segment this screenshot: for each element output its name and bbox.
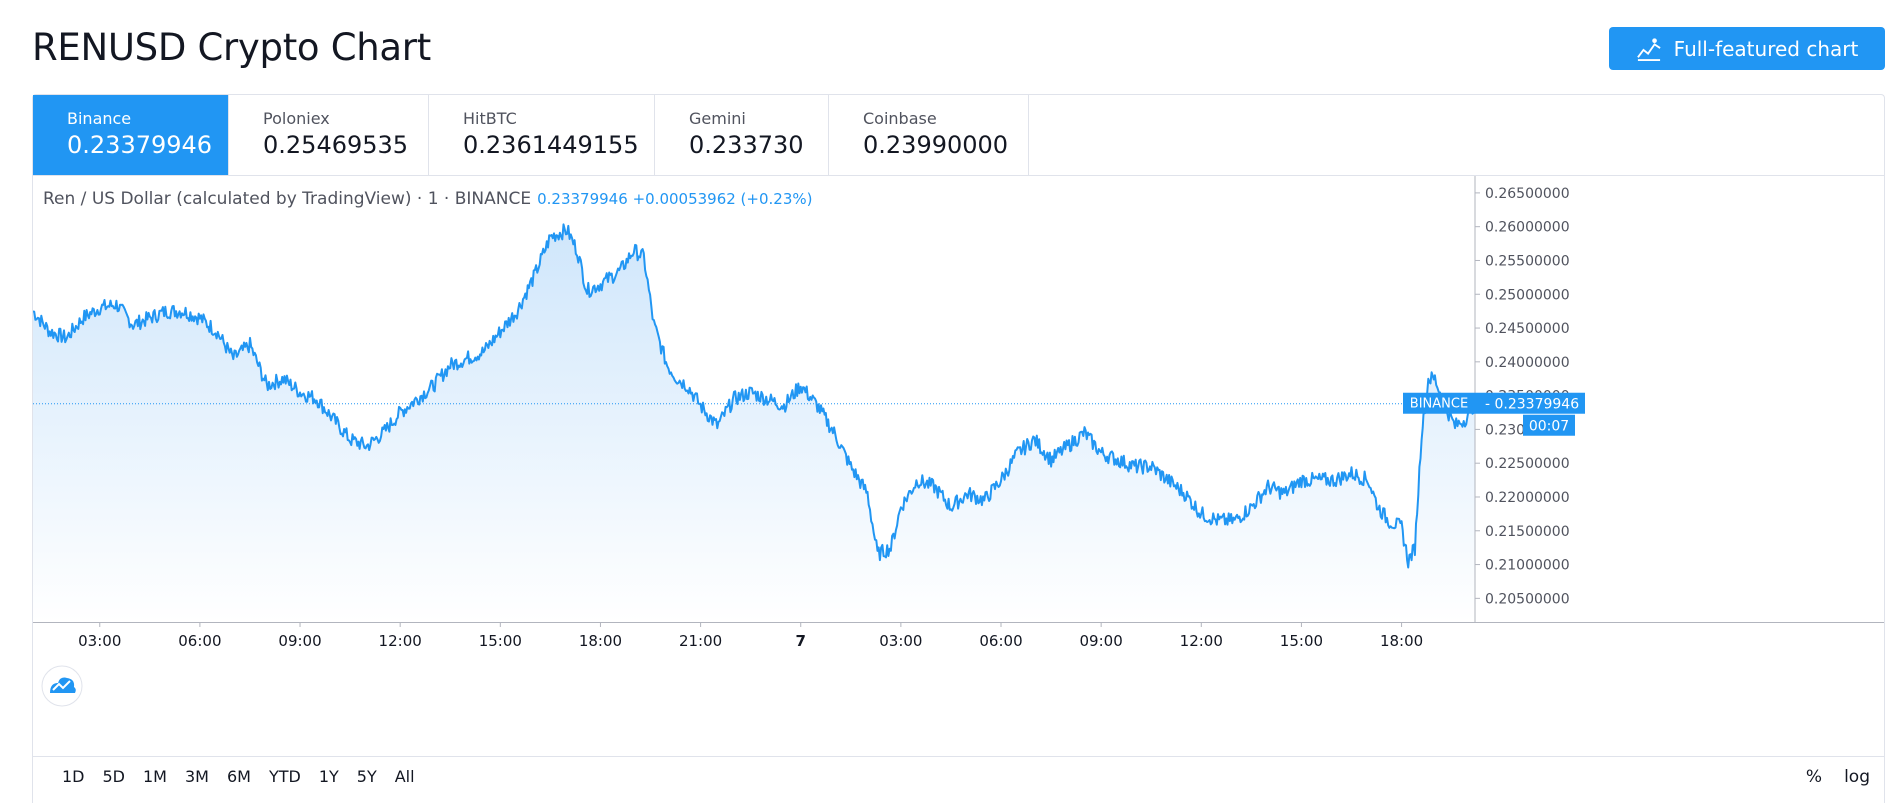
tab-exchange-price: 0.233730 xyxy=(689,131,804,159)
y-tick-label: 0.26000000 xyxy=(1485,220,1570,236)
tab-binance[interactable]: Binance 0.23379946 xyxy=(33,95,229,175)
y-tick-label: 0.24500000 xyxy=(1485,321,1570,337)
legend-last-value: 0.23379946 xyxy=(537,190,628,208)
y-tick-label: 0.20500000 xyxy=(1485,591,1570,607)
x-tick-label: 21:00 xyxy=(679,632,722,650)
tab-exchange-name: Poloniex xyxy=(263,109,330,128)
tab-exchange-price: 0.23990000 xyxy=(863,131,1009,159)
range-1m[interactable]: 1M xyxy=(143,767,167,786)
x-tick-label: 09:00 xyxy=(278,632,321,650)
full-featured-chart-label: Full-featured chart xyxy=(1673,36,1859,61)
x-tick-label: 09:00 xyxy=(1080,632,1123,650)
full-featured-chart-button[interactable]: Full-featured chart xyxy=(1609,27,1885,70)
range-1y[interactable]: 1Y xyxy=(318,767,339,786)
range-all[interactable]: All xyxy=(394,767,415,786)
x-tick-label: 7 xyxy=(796,632,806,650)
y-tick-label: 0.25500000 xyxy=(1485,253,1570,269)
tab-exchange-price: 0.23379946 xyxy=(67,131,213,159)
x-tick-label: 03:00 xyxy=(879,632,922,650)
log-scale-toggle[interactable]: log xyxy=(1844,767,1870,787)
price-area-fill xyxy=(33,224,1475,622)
range-selector: 1D 5D 1M 3M 6M YTD 1Y 5Y All xyxy=(53,767,424,786)
tab-exchange-price: 0.25469535 xyxy=(263,131,409,159)
y-tick-label: 0.21500000 xyxy=(1485,524,1570,540)
tab-exchange-price: 0.2361449155 xyxy=(463,131,639,159)
x-tick-label: 06:00 xyxy=(979,632,1022,650)
legend-symbol: Ren / US Dollar (calculated by TradingVi… xyxy=(43,189,532,209)
range-ytd[interactable]: YTD xyxy=(268,767,301,786)
range-3m[interactable]: 3M xyxy=(184,767,209,786)
tab-gemini[interactable]: Gemini 0.233730 xyxy=(655,95,829,175)
tradingview-logo-icon[interactable] xyxy=(41,665,83,707)
price-badge-value: - 0.23379946 xyxy=(1485,397,1579,413)
tab-poloniex[interactable]: Poloniex 0.25469535 xyxy=(229,95,429,175)
chart-widget: Binance 0.23379946 Poloniex 0.25469535 H… xyxy=(32,94,1885,803)
x-tick-label: 15:00 xyxy=(1280,632,1323,650)
tab-exchange-name: Binance xyxy=(67,109,132,128)
x-tick-label: 18:00 xyxy=(579,632,622,650)
legend-change: +0.00053962 (+0.23%) xyxy=(632,190,813,208)
y-tick-label: 0.22000000 xyxy=(1485,490,1570,506)
x-tick-label: 18:00 xyxy=(1380,632,1423,650)
y-tick-label: 0.21000000 xyxy=(1485,558,1570,574)
page-title: RENUSD Crypto Chart xyxy=(32,26,431,69)
chart-line-icon xyxy=(1636,37,1661,61)
x-tick-label: 12:00 xyxy=(379,632,422,650)
tab-hitbtc[interactable]: HitBTC 0.2361449155 xyxy=(429,95,655,175)
percent-scale-toggle[interactable]: % xyxy=(1805,767,1823,787)
range-1d[interactable]: 1D xyxy=(62,767,85,786)
exchange-tabs: Binance 0.23379946 Poloniex 0.25469535 H… xyxy=(33,95,1884,176)
range-6m[interactable]: 6M xyxy=(226,767,251,786)
tab-exchange-name: HitBTC xyxy=(463,109,517,128)
last-price-badge: BINANCE - 0.23379946 00:07 xyxy=(1403,392,1585,436)
price-badge-countdown: 00:07 xyxy=(1529,419,1569,435)
tab-exchange-name: Coinbase xyxy=(863,109,937,128)
y-tick-label: 0.25000000 xyxy=(1485,287,1570,303)
price-line-series xyxy=(33,223,1476,569)
x-tick-label: 03:00 xyxy=(78,632,121,650)
tab-exchange-name: Gemini xyxy=(689,109,746,128)
scale-options: % log xyxy=(1806,767,1870,787)
y-tick-label: 0.22500000 xyxy=(1485,456,1570,472)
range-5y[interactable]: 5Y xyxy=(356,767,377,786)
price-badge-exchange: BINANCE xyxy=(1410,397,1468,412)
x-tick-label: 12:00 xyxy=(1180,632,1223,650)
x-tick-label: 06:00 xyxy=(178,632,221,650)
y-tick-label: 0.24000000 xyxy=(1485,355,1570,371)
y-tick-label: 0.26500000 xyxy=(1485,186,1570,202)
range-5d[interactable]: 5D xyxy=(102,767,126,786)
tab-coinbase[interactable]: Coinbase 0.23990000 xyxy=(829,95,1029,175)
x-tick-label: 15:00 xyxy=(479,632,522,650)
chart-legend: Ren / US Dollar (calculated by TradingVi… xyxy=(43,189,812,209)
price-chart[interactable]: 0.26500000 0.26000000 0.25500000 0.25000000… xyxy=(33,176,1884,757)
